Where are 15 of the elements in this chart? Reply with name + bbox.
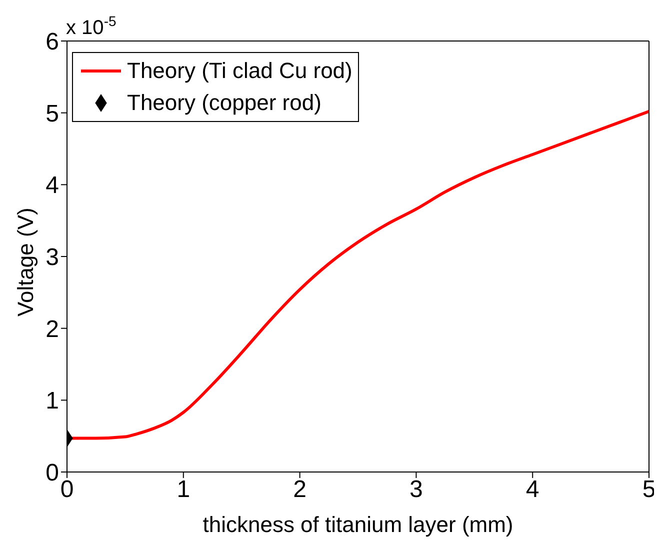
x-tick-label: 4 [526, 476, 540, 504]
x-axis-title: thickness of titanium layer (mm) [202, 512, 514, 537]
legend-label: Theory (Ti clad Cu rod) [127, 58, 352, 84]
y-axis-title: Voltage (V) [12, 208, 38, 316]
y-tick-label: 5 [46, 100, 59, 128]
text: x 10$^{-5}$ [66, 13, 116, 39]
x-tick-label: 2 [293, 476, 306, 504]
x-tick-label: 1 [176, 476, 190, 504]
y-tick-label: 1 [46, 388, 59, 415]
y-tick-label: 4 [46, 172, 59, 200]
x-tick-label: 3 [410, 476, 423, 504]
y-tick-label: 3 [46, 244, 59, 272]
y-tick-label: 6 [46, 28, 59, 56]
legend-label: Theory (copper rod) [127, 90, 322, 116]
y-tick-label: 2 [46, 316, 59, 343]
